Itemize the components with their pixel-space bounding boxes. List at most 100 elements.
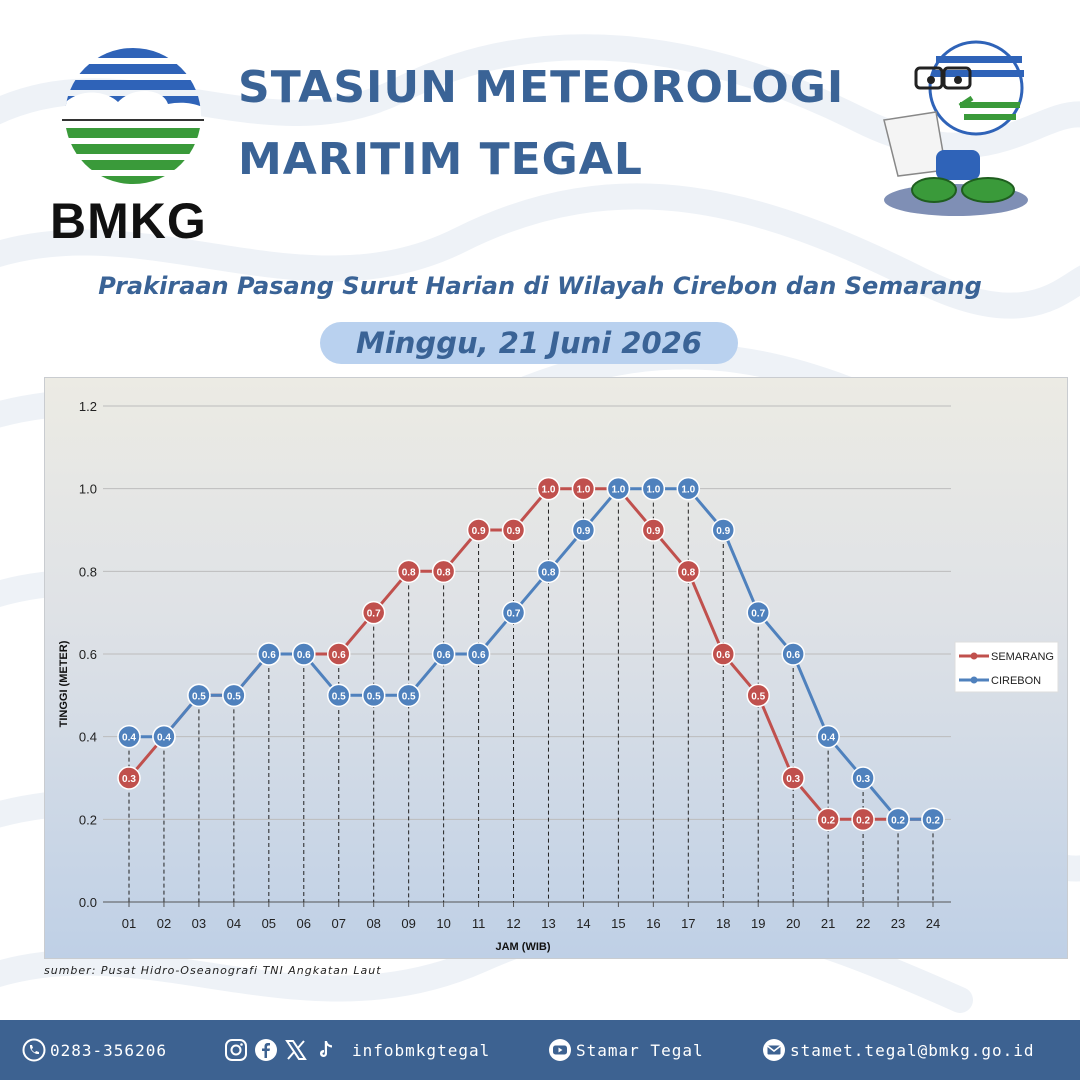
data-label: 0.6 [332, 650, 346, 661]
facebook-icon [255, 1039, 277, 1061]
data-point-semarang [641, 518, 666, 542]
chart-canvas: 0.0 0.2 0.4 0.6 0.8 1.0 1.2 01 02 03 04 05 06 07 08 09 1… [58, 399, 1059, 953]
data-point-semarang [326, 642, 351, 666]
data-point-cirebon [886, 807, 910, 832]
footer-youtube[interactable]: Stamar Tegal [548, 1020, 704, 1080]
data-label: 0.2 [821, 815, 835, 826]
x-tick-label: 22 [856, 916, 870, 931]
data-label: 1.0 [681, 485, 695, 496]
legend-label-cirebon: CIREBON [991, 675, 1041, 687]
x-tick-label: 24 [926, 916, 940, 931]
data-point-cirebon [606, 476, 631, 501]
data-label: 0.8 [402, 567, 416, 578]
data-point-cirebon [501, 600, 526, 625]
y-tick-label: 0.2 [79, 812, 97, 827]
data-label: 0.4 [122, 733, 136, 744]
x-axis-title: JAM (WIB) [496, 941, 551, 953]
data-point-semarang [536, 476, 561, 501]
y-tick-label: 0.8 [79, 564, 97, 579]
phone-icon [22, 1038, 46, 1062]
x-tick-label: 08 [366, 916, 380, 931]
x-tick-label: 03 [192, 916, 206, 931]
data-label: 1.0 [611, 485, 625, 496]
data-point-semarang [361, 600, 386, 625]
y-axis-title: TINGGI (METER) [58, 640, 70, 727]
data-label: 0.3 [786, 774, 800, 785]
data-label: 0.5 [192, 691, 206, 702]
legend-marker [970, 652, 978, 660]
data-point-semarang [501, 518, 526, 542]
chart-subtitle: Prakiraan Pasang Surut Harian di Wilayah… [98, 272, 982, 300]
data-label: 0.6 [716, 650, 730, 661]
youtube-icon [549, 1039, 571, 1061]
station-title-line2: MARITIM TEGAL [238, 134, 643, 185]
data-label: 0.6 [786, 650, 800, 661]
y-tick-label: 0.4 [79, 730, 97, 745]
data-point-cirebon [641, 476, 666, 501]
data-label: 0.9 [507, 526, 521, 537]
data-point-semarang [746, 683, 770, 708]
data-label: 0.9 [472, 526, 486, 537]
x-tick-label: 19 [751, 916, 765, 931]
data-label: 0.2 [856, 815, 870, 826]
x-tick-label: 20 [786, 916, 800, 931]
data-label: 0.5 [332, 691, 346, 702]
data-point-semarang [676, 559, 701, 584]
data-point-cirebon [536, 559, 561, 584]
data-point-semarang [431, 559, 456, 584]
data-label: 0.6 [437, 650, 451, 661]
mascot-illustration [883, 40, 1028, 216]
data-label: 0.6 [262, 650, 276, 661]
data-label: 0.8 [542, 567, 556, 578]
footer-social[interactable]: infobmkgtegal [224, 1020, 490, 1080]
data-point-cirebon [781, 642, 805, 666]
data-label: 0.3 [122, 774, 136, 785]
data-label: 0.6 [472, 650, 486, 661]
youtube-channel: Stamar Tegal [576, 1040, 704, 1060]
data-point-cirebon [292, 642, 316, 666]
data-point-cirebon [466, 642, 491, 666]
data-point-semarang [571, 476, 596, 501]
x-tick-label: 05 [262, 916, 276, 931]
data-label: 0.5 [367, 691, 381, 702]
data-point-cirebon [222, 683, 246, 708]
tiktok-icon [320, 1041, 332, 1057]
data-point-semarang [781, 766, 805, 790]
y-tick-label: 0.0 [79, 895, 97, 910]
data-point-cirebon [117, 724, 141, 749]
source-note: sumber: Pusat Hidro-Oseanografi TNI Angk… [44, 964, 382, 977]
x-tick-label: 17 [681, 916, 695, 931]
footer-email[interactable]: stamet.tegal@bmkg.go.id [762, 1020, 1035, 1080]
data-label: 0.2 [926, 815, 940, 826]
data-label: 1.0 [576, 485, 590, 496]
data-label: 0.5 [227, 691, 241, 702]
data-label: 0.7 [751, 609, 765, 620]
bmkg-wordmark: BMKG [50, 193, 207, 249]
x-tick-label: 11 [472, 916, 486, 931]
x-tick-label: 07 [332, 916, 346, 931]
x-tick-label: 06 [297, 916, 311, 931]
data-label: 0.9 [716, 526, 730, 537]
data-point-cirebon [152, 724, 176, 749]
x-tick-label: 15 [611, 916, 625, 931]
station-title-line1: STASIUN METEOROLOGI [238, 62, 845, 113]
data-point-semarang [396, 559, 421, 584]
data-label: 0.9 [576, 526, 590, 537]
phone-number: 0283-356206 [50, 1040, 167, 1060]
data-point-cirebon [921, 807, 945, 832]
x-tick-label: 10 [436, 916, 450, 931]
x-tick-label: 04 [227, 916, 241, 931]
data-point-semarang [851, 807, 875, 832]
x-tick-label: 16 [646, 916, 660, 931]
social-handle: infobmkgtegal [352, 1040, 491, 1060]
x-tick-label: 12 [506, 916, 520, 931]
data-point-cirebon [746, 600, 770, 625]
footer-phone[interactable]: 0283-356206 [22, 1020, 167, 1080]
data-label: 0.7 [507, 609, 521, 620]
y-tick-label: 1.2 [79, 399, 97, 414]
data-point-cirebon [361, 683, 386, 708]
email-icon [763, 1039, 785, 1061]
data-point-cirebon [816, 724, 840, 749]
x-tick-label: 14 [576, 916, 590, 931]
data-label: 0.6 [297, 650, 311, 661]
